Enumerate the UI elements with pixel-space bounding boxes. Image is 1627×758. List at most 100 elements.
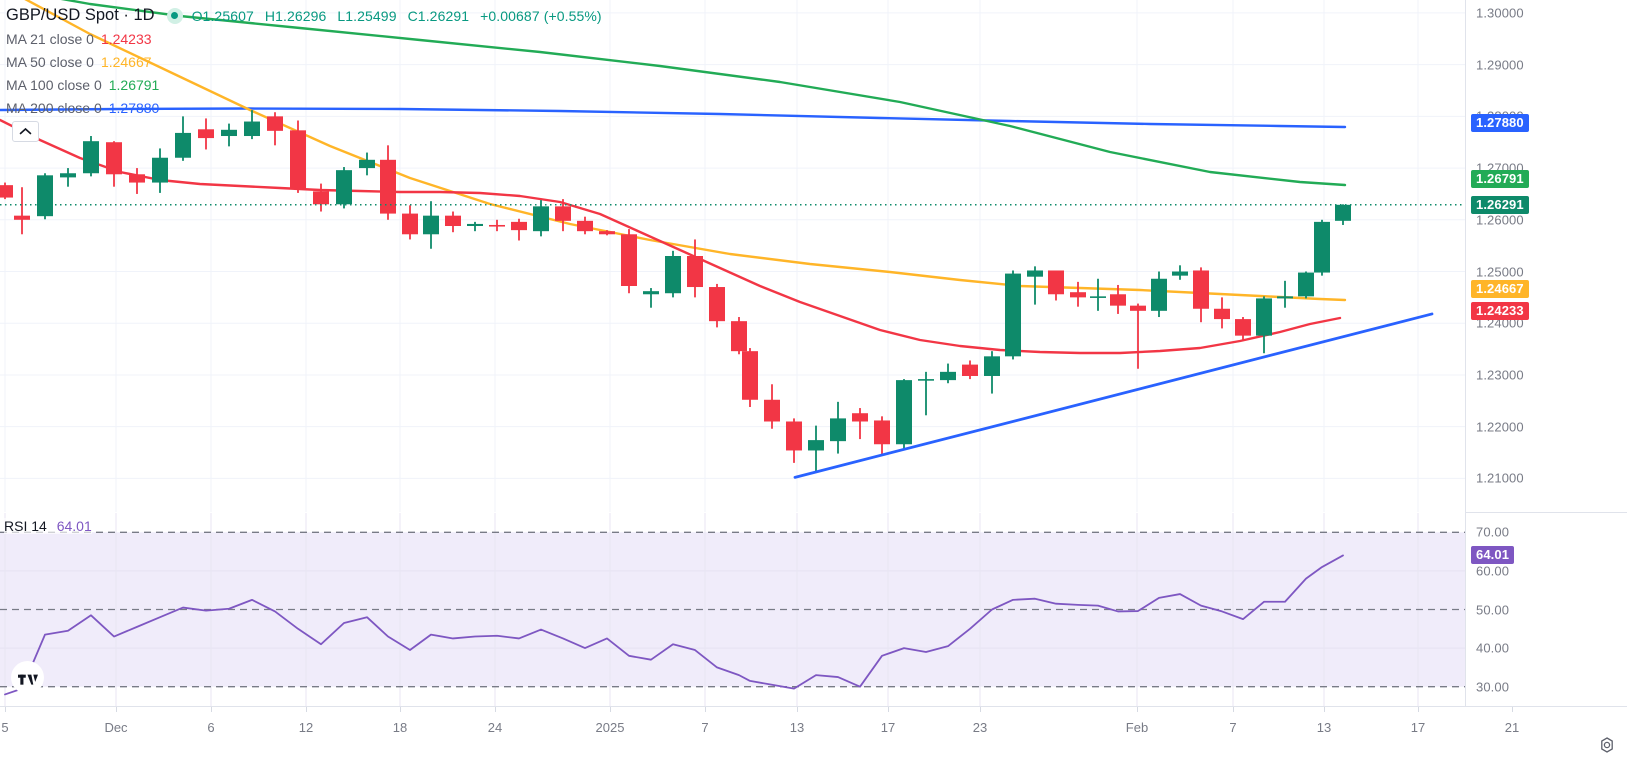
candle xyxy=(1027,266,1043,305)
candle-body xyxy=(918,379,934,381)
candle xyxy=(1256,296,1272,354)
candle-body xyxy=(511,221,527,231)
candle-body xyxy=(1193,270,1209,309)
ma21-value: 1.24233 xyxy=(100,30,152,47)
candle-body xyxy=(1070,292,1086,298)
legend-ma50-row[interactable]: MA 50 close 0 1.24667 xyxy=(6,50,609,73)
candle-body xyxy=(1314,221,1330,273)
candle xyxy=(918,371,934,416)
candle-body xyxy=(1005,273,1021,357)
price-pane[interactable] xyxy=(0,0,1465,512)
candle-body xyxy=(336,170,352,205)
candle-body xyxy=(940,371,956,381)
candle xyxy=(489,219,505,232)
rsi-pane[interactable] xyxy=(0,513,1465,706)
candle xyxy=(423,201,439,249)
candle xyxy=(380,145,396,220)
candle xyxy=(1172,265,1188,280)
candle xyxy=(1298,271,1314,299)
candle-body xyxy=(687,256,703,288)
last-price-badge[interactable]: 1.26291 xyxy=(1471,195,1529,214)
time-tick-mark xyxy=(1512,707,1513,712)
candle-body xyxy=(221,129,237,137)
rsi-value-badge[interactable]: 64.01 xyxy=(1471,546,1515,565)
price-scale[interactable]: 1.300001.290001.280001.270001.260001.250… xyxy=(1465,0,1627,706)
candle xyxy=(244,110,260,140)
ma200-price-badge[interactable]: 1.27880 xyxy=(1471,113,1529,132)
price-tick: 1.29000 xyxy=(1476,57,1524,73)
candle xyxy=(221,123,237,147)
candle xyxy=(267,112,283,146)
tradingview-logo-button[interactable] xyxy=(11,661,44,694)
ohlc-change: +0.00687 (+0.55%) xyxy=(480,7,602,24)
candle xyxy=(290,120,306,193)
candle-body xyxy=(731,321,747,352)
collapse-pane-button[interactable] xyxy=(12,121,39,142)
candle xyxy=(962,360,978,380)
time-tick-mark xyxy=(1324,707,1325,712)
candle-body xyxy=(665,256,681,294)
time-tick-mark xyxy=(705,707,706,712)
candle xyxy=(533,200,549,237)
candle xyxy=(665,250,681,298)
time-tick: 7 xyxy=(1229,720,1237,735)
candle xyxy=(555,199,571,232)
ma100-price-badge[interactable]: 1.26791 xyxy=(1471,169,1529,188)
time-tick-mark xyxy=(980,707,981,712)
tradingview-logo-icon xyxy=(17,674,38,685)
ohlc-open: O1.25607 xyxy=(191,7,254,24)
candle-body xyxy=(1048,270,1064,295)
candle xyxy=(511,218,527,241)
candle xyxy=(198,118,214,150)
legend-ma100-row[interactable]: MA 100 close 0 1.26791 xyxy=(6,73,609,96)
time-tick: 17 xyxy=(1410,720,1426,735)
ma50-line xyxy=(24,0,1347,302)
ma50-price-badge[interactable]: 1.24667 xyxy=(1471,279,1529,298)
time-scale[interactable]: 5 Dec 6 12 18 24 2025 7 13 17 23 Feb 7 13 17 21 xyxy=(0,706,1627,758)
candle xyxy=(106,141,122,187)
candle xyxy=(1130,303,1146,369)
rsi-plot[interactable] xyxy=(0,513,1465,706)
candle-body xyxy=(786,421,802,451)
candle-body xyxy=(808,440,824,451)
candle-body xyxy=(14,215,30,220)
price-tick: 1.22000 xyxy=(1476,419,1524,435)
market-open-dot-icon xyxy=(166,7,183,24)
ohlc-close: C1.26291 xyxy=(407,7,470,24)
candle xyxy=(1048,270,1064,301)
price-tick: 1.30000 xyxy=(1476,5,1524,21)
candle-body xyxy=(175,132,191,158)
rsi-line xyxy=(4,554,1344,696)
legend-ma21-row[interactable]: MA 21 close 0 1.24233 xyxy=(6,27,609,50)
candle-body xyxy=(643,291,659,295)
candle xyxy=(359,152,375,176)
chart-legend: GBP/USD Spot · 1D O1.25607 H1.26296 L1.2… xyxy=(6,4,609,119)
candle xyxy=(1214,297,1230,329)
candle-body xyxy=(1214,308,1230,320)
symbol-title[interactable]: GBP/USD Spot · 1D xyxy=(6,6,155,24)
time-tick: 18 xyxy=(392,720,408,735)
ma21-price-badge[interactable]: 1.24233 xyxy=(1471,302,1529,321)
time-tick: 13 xyxy=(1316,720,1332,735)
candle xyxy=(786,418,802,463)
time-tick-mark xyxy=(306,707,307,712)
pane-separator xyxy=(1466,512,1627,513)
rsi-label: RSI 14 xyxy=(4,518,47,534)
time-tick: 7 xyxy=(701,720,709,735)
candle-body xyxy=(1110,294,1126,306)
ma21-line xyxy=(0,118,1342,355)
ohlc-values: O1.25607 H1.26296 L1.25499 C1.26291 +0.0… xyxy=(192,8,609,24)
legend-ma200-row[interactable]: MA 200 close 0 1.27880 xyxy=(6,96,609,119)
gear-icon xyxy=(1601,737,1613,753)
candle xyxy=(731,317,747,355)
candle-body xyxy=(577,220,593,232)
candle xyxy=(0,182,13,200)
candle-body xyxy=(445,215,461,227)
legend-title-row[interactable]: GBP/USD Spot · 1D O1.25607 H1.26296 L1.2… xyxy=(6,4,609,27)
rsi-legend[interactable]: RSI 14 64.01 xyxy=(4,518,92,534)
price-plot[interactable] xyxy=(0,0,1465,512)
chart-settings-button[interactable] xyxy=(1597,735,1617,755)
candle xyxy=(14,187,30,235)
candle-body xyxy=(1298,272,1314,297)
candle-body xyxy=(359,159,375,169)
